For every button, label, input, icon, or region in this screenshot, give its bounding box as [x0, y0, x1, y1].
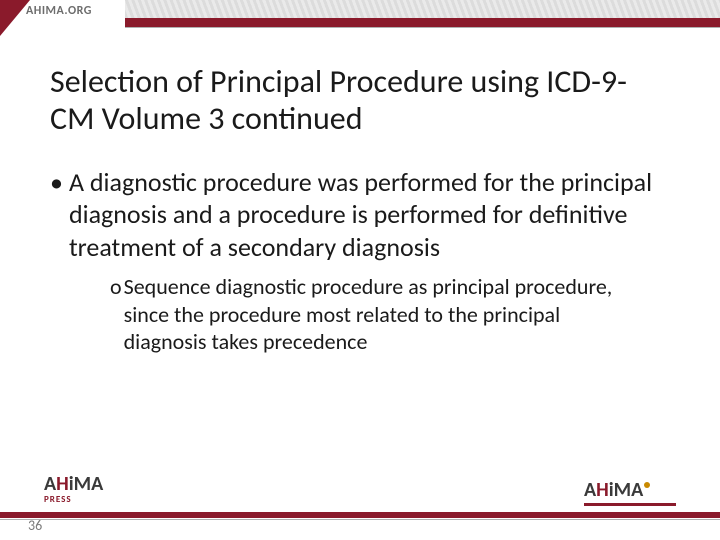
banner-underline — [125, 27, 720, 28]
banner-red-bar — [125, 18, 720, 27]
footer-logo-left: AHiMA PRESS — [44, 472, 103, 505]
footer-logo-left-sub: PRESS — [44, 494, 72, 505]
footer-logo-right-bar — [584, 503, 676, 506]
sub-bullet-item: o Sequence diagnostic procedure as princ… — [50, 273, 670, 356]
slide-title: Selection of Principal Procedure using I… — [50, 64, 670, 138]
page-number: 36 — [28, 517, 42, 534]
bullet-item: • A diagnostic procedure was performed f… — [50, 166, 670, 264]
sub-bullet-marker: o — [110, 273, 122, 301]
footer-logo-right: AHiMA — [584, 478, 676, 506]
banner-site-label: AHIMA.ORG — [26, 4, 92, 18]
footer-logo-right-text: AHiMA — [584, 478, 650, 502]
top-banner: AHIMA.ORG — [0, 0, 720, 36]
slide-footer: AHiMA PRESS AHiMA 36 — [0, 472, 720, 540]
footer-logo-left-text: AHiMA — [44, 472, 103, 496]
banner-stripe — [125, 0, 720, 18]
slide-content: Selection of Principal Procedure using I… — [0, 36, 720, 356]
sub-bullet-text: Sequence diagnostic procedure as princip… — [124, 273, 640, 356]
footer-divider — [0, 512, 720, 518]
bullet-text: A diagnostic procedure was performed for… — [69, 166, 670, 264]
bullet-marker: • — [50, 166, 63, 199]
